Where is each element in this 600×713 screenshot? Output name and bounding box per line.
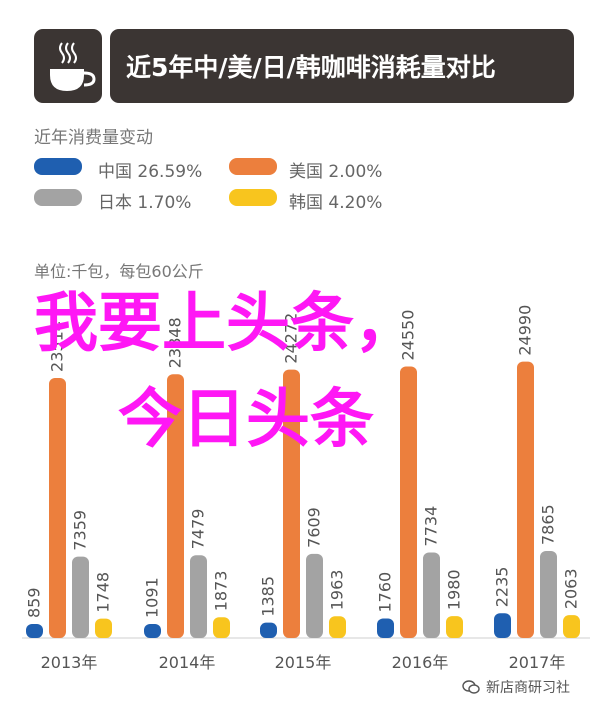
source-text: 新店商研习社	[486, 680, 570, 696]
value-label-2016年-美国: 24550	[399, 310, 418, 361]
chart-title: 近5年中/美/日/韩咖啡消耗量对比	[126, 53, 496, 82]
bar-2016年-中国	[377, 618, 394, 638]
overlay-text-line1: 我要上头条，	[34, 287, 418, 361]
bar-2015年-韩国	[329, 616, 346, 638]
value-label-2014年-中国: 1091	[143, 577, 162, 618]
value-label-2014年-日本: 7479	[189, 509, 208, 550]
legend-swatch-korea	[229, 189, 277, 206]
bar-2013年-中国	[26, 624, 43, 638]
header-icon-box	[34, 29, 102, 103]
value-label-2014年-美国: 23848	[166, 317, 185, 368]
bar-2015年-日本	[306, 553, 323, 638]
bar-2016年-韩国	[446, 616, 463, 638]
value-label-2016年-韩国: 1980	[445, 569, 464, 610]
bar-2013年-日本	[72, 556, 89, 638]
bar-2017年-中国	[494, 613, 511, 638]
value-label-2013年-韩国: 1748	[94, 572, 113, 613]
bar-2014年-日本	[190, 555, 207, 638]
unit-label: 单位:千包，每包60公斤	[34, 262, 204, 281]
bar-2017年-韩国	[563, 615, 580, 638]
bar-2017年-日本	[540, 551, 557, 638]
x-tick-label-2014年: 2014年	[159, 653, 216, 672]
value-label-2016年-日本: 7734	[422, 506, 441, 547]
bar-2013年-韩国	[95, 618, 112, 638]
legend-label-china: 中国 26.59%	[98, 162, 203, 182]
bar-2016年-美国	[400, 366, 417, 638]
source-label: 新店商研习社	[486, 677, 570, 697]
bar-2015年-美国	[283, 369, 300, 638]
value-label-2015年-中国: 1385	[259, 576, 278, 617]
bar-2015年-中国	[260, 622, 277, 638]
value-label-2013年-日本: 7359	[71, 510, 90, 551]
legend-label-korea: 韩国 4.20%	[289, 193, 383, 213]
chart-subtitle: 近年消费量变动	[34, 128, 153, 148]
x-tick-label-2017年: 2017年	[509, 653, 566, 672]
x-tick-label-2013年: 2013年	[41, 653, 98, 672]
legend-label-usa: 美国 2.00%	[289, 162, 383, 182]
value-label-2016年-中国: 1760	[376, 572, 395, 613]
header-title-box	[110, 29, 574, 103]
bar-2016年-日本	[423, 552, 440, 638]
bar-2017年-美国	[517, 361, 534, 638]
bar-2014年-韩国	[213, 617, 230, 638]
value-label-2017年-日本: 7865	[539, 504, 558, 545]
legend-swatch-usa	[229, 158, 277, 175]
value-label-2015年-韩国: 1963	[328, 570, 347, 611]
value-label-2017年-中国: 2235	[493, 567, 512, 608]
legend-swatch-japan	[34, 189, 82, 206]
legend-swatch-china	[34, 158, 82, 175]
value-label-2014年-韩国: 1873	[212, 571, 231, 612]
bar-2013年-美国	[49, 377, 66, 638]
value-label-2017年-韩国: 2063	[562, 568, 581, 609]
x-tick-label-2016年: 2016年	[392, 653, 449, 672]
value-label-2013年-中国: 859	[25, 587, 44, 618]
value-label-2015年-美国: 24272	[282, 313, 301, 364]
bar-2014年-中国	[144, 624, 161, 638]
value-label-2015年-日本: 7609	[305, 507, 324, 548]
value-label-2013年-美国: 23514	[48, 321, 67, 372]
overlay-text-line2: 今日头条	[118, 383, 374, 457]
value-label-2017年-美国: 24990	[516, 305, 535, 356]
coffee-cup-icon	[50, 42, 96, 91]
legend-label-japan: 日本 1.70%	[98, 193, 192, 213]
x-tick-label-2015年: 2015年	[275, 653, 332, 672]
wechat-icon	[462, 680, 480, 694]
bar-2014年-美国	[167, 374, 184, 638]
